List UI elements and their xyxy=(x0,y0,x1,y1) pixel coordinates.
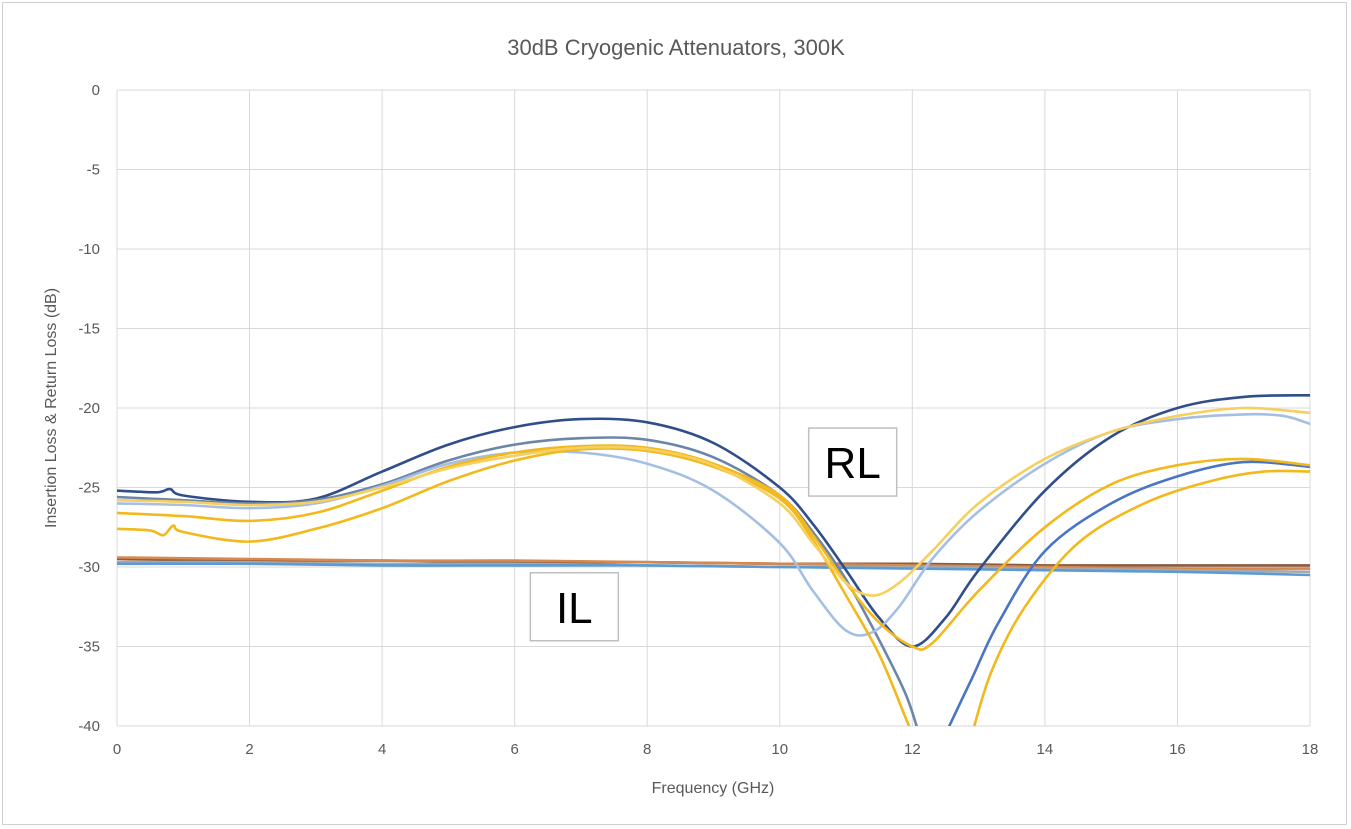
annotation-box-0 xyxy=(807,427,898,497)
series-line-il-9 xyxy=(117,556,1310,571)
x-tick-label-0: 0 xyxy=(113,741,121,758)
series-line-rl-2 xyxy=(117,412,1310,637)
annotation-il: IL xyxy=(529,572,620,642)
series-line-il-11 xyxy=(117,562,1310,577)
x-tick-label-3: 6 xyxy=(510,741,518,758)
series-line-rl-7 xyxy=(117,406,1310,597)
x-tick-label-1: 2 xyxy=(245,741,253,758)
y-tick-label-5: -25 xyxy=(78,480,100,497)
grid xyxy=(116,89,1311,727)
x-axis-label: Frequency (GHz) xyxy=(652,780,775,797)
x-tick-label-4: 8 xyxy=(643,741,651,758)
y-tick-label-6: -30 xyxy=(78,559,100,576)
y-tick-label-8: -40 xyxy=(78,718,100,735)
y-tick-label-7: -35 xyxy=(78,639,100,656)
series-line-rl-6 xyxy=(972,469,1310,726)
annotation-text-0: RL xyxy=(825,439,881,488)
x-tick-label-6: 12 xyxy=(904,741,921,758)
annotation-rl: RL xyxy=(807,427,898,497)
y-tick-label-0: 0 xyxy=(92,82,100,99)
series-group xyxy=(117,394,1310,726)
annotation-text-1: IL xyxy=(556,584,593,633)
series-line-rl-3 xyxy=(947,460,1310,726)
annotation-box-1 xyxy=(529,572,620,642)
series-line-rl-5 xyxy=(117,447,911,726)
x-tick-label-7: 14 xyxy=(1037,741,1054,758)
y-axis-label: Insertion Loss & Return Loss (dB) xyxy=(43,288,60,528)
x-tick-label-5: 10 xyxy=(771,741,788,758)
y-tick-label-2: -10 xyxy=(78,241,100,258)
series-line-rl-0 xyxy=(117,394,1310,648)
series-line-rl-1 xyxy=(117,436,918,726)
series-line-rl-4 xyxy=(117,444,1310,651)
x-tick-label-8: 16 xyxy=(1169,741,1186,758)
chart-title: 30dB Cryogenic Attenuators, 300K xyxy=(507,35,845,60)
y-tick-label-4: -20 xyxy=(78,400,100,417)
tick-labels: 0 2 4 6 8 10 12 14 16 18 0 -5 -10 -15 -20 -25 -30 -35 -40 xyxy=(78,82,1318,758)
x-tick-label-2: 4 xyxy=(378,741,386,758)
y-tick-label-3: -15 xyxy=(78,321,100,338)
annotations: RL IL xyxy=(529,427,898,642)
y-tick-label-1: -5 xyxy=(87,162,100,179)
x-tick-label-9: 18 xyxy=(1302,741,1319,758)
